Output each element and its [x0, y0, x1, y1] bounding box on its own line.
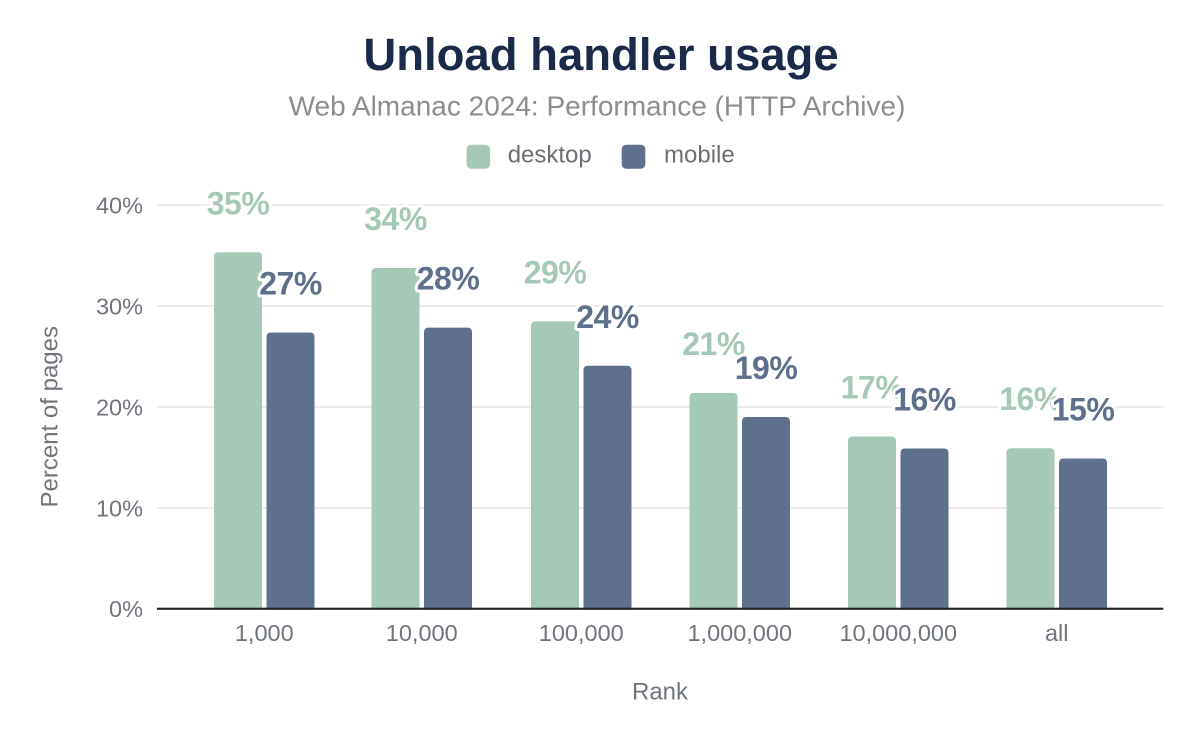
svg-text:20%: 20%	[96, 394, 143, 420]
svg-text:35%: 35%	[207, 185, 270, 221]
svg-text:Rank: Rank	[632, 678, 689, 705]
svg-text:24%: 24%	[576, 299, 639, 335]
svg-text:29%: 29%	[524, 254, 587, 290]
svg-text:16%: 16%	[999, 381, 1062, 417]
svg-text:10%: 10%	[96, 495, 143, 521]
svg-text:100,000: 100,000	[539, 620, 624, 646]
svg-text:1,000: 1,000	[235, 620, 294, 646]
svg-text:40%: 40%	[96, 192, 143, 218]
svg-text:desktop: desktop	[508, 142, 592, 169]
svg-text:15%: 15%	[1052, 392, 1115, 428]
svg-text:Percent of pages: Percent of pages	[37, 326, 64, 507]
svg-text:27%: 27%	[259, 266, 322, 302]
svg-text:10,000,000: 10,000,000	[839, 620, 957, 646]
svg-text:17%: 17%	[841, 370, 904, 406]
svg-text:30%: 30%	[96, 293, 143, 319]
svg-text:10,000: 10,000	[386, 620, 458, 646]
svg-text:28%: 28%	[417, 261, 480, 297]
svg-text:mobile: mobile	[664, 142, 735, 169]
svg-text:16%: 16%	[893, 382, 956, 418]
svg-text:all: all	[1045, 620, 1069, 646]
svg-text:0%: 0%	[109, 596, 143, 622]
svg-text:21%: 21%	[682, 326, 745, 362]
svg-text:1,000,000: 1,000,000	[687, 620, 792, 646]
svg-text:Unload handler usage: Unload handler usage	[363, 29, 838, 80]
svg-text:34%: 34%	[364, 201, 427, 237]
svg-text:Web Almanac 2024: Performance: Web Almanac 2024: Performance (HTTP Arch…	[289, 90, 906, 121]
svg-text:19%: 19%	[735, 350, 798, 386]
